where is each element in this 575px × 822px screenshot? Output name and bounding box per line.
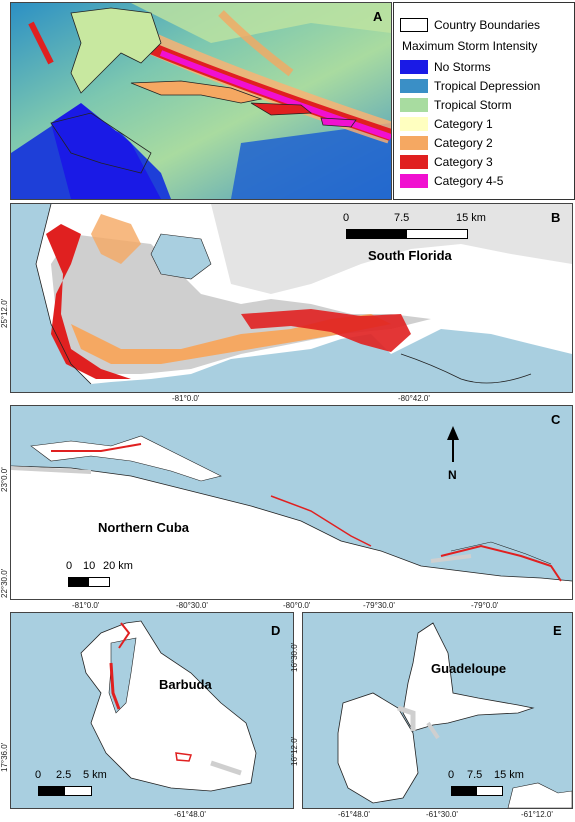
boundary-swatch	[400, 18, 428, 32]
panel-e-scale-end: 15 km	[494, 769, 524, 781]
panel-e-tick-y: 16°12.0'	[290, 736, 299, 766]
panel-c-tick-x: -80°0.0'	[283, 601, 311, 610]
north-arrow-stem	[452, 440, 454, 462]
panel-b-scale-0: 0	[343, 212, 350, 224]
panel-d-svg	[80, 620, 257, 792]
legend-swatch	[400, 60, 428, 74]
legend-row: No Storms	[400, 59, 491, 75]
panel-d-tick-x: -61°48.0'	[174, 810, 206, 819]
grande-terre	[402, 622, 535, 732]
panel-c-tick-y: 22°30.0'	[0, 568, 9, 598]
legend-boundary-label: Country Boundaries	[434, 18, 541, 32]
panel-c-tick-x: -79°30.0'	[363, 601, 395, 610]
panel-d-barbuda-map: D Barbuda 0 2.5 5 km	[10, 612, 294, 809]
cat3-cays	[440, 544, 562, 582]
legend-row-boundaries: Country Boundaries	[400, 17, 540, 33]
panel-b-tick-x: -81°0.0'	[172, 394, 200, 403]
panel-c-scale-bar	[68, 577, 110, 587]
panel-e-guadeloupe-map: E Guadeloupe 0 7.5 15 km	[302, 612, 573, 809]
panel-c-tick-x: -81°0.0'	[72, 601, 100, 610]
panel-b-place-label: South Florida	[368, 248, 452, 263]
panel-d-scale-mid: 2.5	[56, 769, 72, 781]
legend-swatch	[400, 98, 428, 112]
cuba-outline	[130, 80, 263, 104]
panel-b-scale-bar	[346, 229, 468, 239]
panel-b-scale-mid: 7.5	[394, 212, 410, 224]
cuba-land	[11, 466, 572, 599]
cat3-coastal-band	[46, 224, 131, 379]
panel-d-letter: D	[271, 623, 281, 638]
panel-e-letter: E	[553, 623, 562, 638]
panel-d-scale-end: 5 km	[83, 769, 107, 781]
legend-heading: Maximum Storm Intensity	[402, 39, 538, 53]
panel-b-letter: B	[551, 210, 561, 225]
florida-landmass	[70, 7, 162, 94]
panel-c-tick-y: 23°0.0'	[0, 467, 9, 492]
gray-zone	[51, 234, 431, 374]
panel-d-place-label: Barbuda	[159, 677, 212, 692]
panel-a-letter: A	[373, 9, 383, 24]
panel-b-tick-y: 25°12.0'	[0, 298, 9, 328]
legend-label: Category 2	[434, 136, 493, 150]
panel-c-northern-cuba-map: C N Northern Cuba 0 10 20 km	[10, 405, 573, 600]
legend-row: Category 3	[400, 154, 493, 170]
panel-e-tick-x: -61°12.0'	[521, 810, 553, 819]
panel-e-scale-0: 0	[448, 769, 455, 781]
legend-swatch	[400, 117, 428, 131]
legend-label: Tropical Depression	[434, 79, 541, 93]
panel-d-tick-y: 17°36.0'	[0, 742, 9, 772]
legend-label: Category 4-5	[434, 174, 504, 188]
panel-b-tick-x: -80°42.0'	[398, 394, 430, 403]
panel-c-scale-end: 20 km	[103, 560, 133, 572]
panel-c-tick-x: -80°30.0'	[176, 601, 208, 610]
legend-swatch	[400, 136, 428, 150]
basse-terre	[337, 692, 419, 804]
panel-e-tick-x: -61°30.0'	[426, 810, 458, 819]
legend-swatch	[400, 155, 428, 169]
panel-d-scale-0: 0	[35, 769, 42, 781]
legend-label: No Storms	[434, 60, 491, 74]
legend-swatch	[400, 79, 428, 93]
panel-d-scale-bar	[38, 786, 92, 796]
panel-b-south-florida-map: B 0 7.5 15 km South Florida	[10, 203, 573, 393]
panel-b-svg	[35, 204, 572, 385]
panel-c-tick-x: -79°0.0'	[471, 601, 499, 610]
legend-row: Category 2	[400, 135, 493, 151]
cat45-track	[159, 50, 391, 140]
barbuda-island	[80, 620, 257, 792]
panel-c-place-label: Northern Cuba	[98, 520, 189, 535]
panel-a-svg	[11, 3, 391, 199]
panel-e-tick-y: 16°30.0'	[290, 642, 299, 672]
legend-row: Tropical Storm	[400, 97, 512, 113]
panel-c-scale-0: 0	[66, 560, 73, 572]
legend-row: Category 1	[400, 116, 493, 132]
panel-c-letter: C	[551, 412, 561, 427]
legend-label: Category 1	[434, 117, 493, 131]
north-arrow-icon	[447, 426, 459, 440]
panel-e-place-label: Guadeloupe	[431, 661, 507, 676]
panel-e-scale-bar	[451, 786, 503, 796]
panel-b-scale-end: 15 km	[456, 212, 486, 224]
legend-row: Tropical Depression	[400, 78, 540, 94]
panel-e-svg	[337, 622, 572, 808]
panel-c-scale-mid: 10	[83, 560, 96, 572]
legend-label: Category 3	[434, 155, 493, 169]
panel-e-tick-x: -61°48.0'	[338, 810, 370, 819]
legend-row: Category 4-5	[400, 173, 503, 189]
north-arrow-label: N	[448, 468, 457, 482]
panel-a-caribbean-map: A	[10, 2, 392, 200]
legend: Country Boundaries Maximum Storm Intensi…	[393, 2, 575, 200]
legend-swatch	[400, 174, 428, 188]
panel-e-scale-mid: 7.5	[467, 769, 483, 781]
panel-c-svg	[11, 435, 572, 599]
legend-label: Tropical Storm	[434, 98, 512, 112]
